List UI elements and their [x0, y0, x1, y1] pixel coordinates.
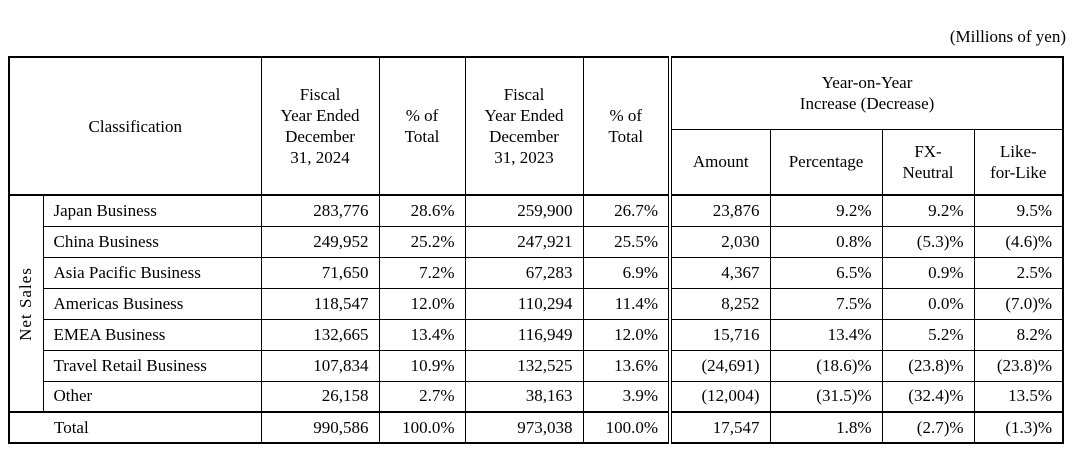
total-row: Total 990,586 100.0% 973,038 100.0% 17,5… [8, 411, 1064, 444]
cell-yoy-amount: 8,252 [668, 287, 771, 320]
cell-pct-2023: 25.5% [582, 225, 671, 258]
header-yoy-group: Year-on-Year Increase (Decrease) [668, 56, 1064, 130]
row-name: Japan Business [42, 194, 262, 227]
header-like-for-like: Like- for-Like [973, 128, 1064, 196]
cell-pct-2024: 10.9% [378, 349, 466, 382]
table-row: Americas Business 118,547 12.0% 110,294 … [9, 287, 1064, 320]
cell-like-for-like: 2.5% [973, 256, 1064, 289]
header-percentage: Percentage [769, 128, 883, 196]
cell-like-for-like: (1.3)% [973, 411, 1064, 444]
cell-pct-2024: 25.2% [378, 225, 466, 258]
total-label: Total [8, 411, 262, 444]
group-label-net-sales: Net Sales [8, 194, 44, 413]
cell-yoy-percentage: 6.5% [769, 256, 883, 289]
units-caption: (Millions of yen) [949, 27, 1066, 46]
header-fx-neutral: FX- Neutral [881, 128, 975, 196]
cell-fx-neutral: 9.2% [881, 194, 975, 227]
cell-fy2024: 26,158 [260, 380, 380, 413]
cell-pct-2023: 26.7% [582, 194, 671, 227]
cell-pct-2023: 100.0% [582, 411, 671, 444]
cell-fy2024: 71,650 [260, 256, 380, 289]
cell-fx-neutral: (2.7)% [881, 411, 975, 444]
cell-fy2023: 110,294 [464, 287, 584, 320]
cell-pct-2023: 12.0% [582, 318, 671, 351]
cell-fx-neutral: 0.0% [881, 287, 975, 320]
cell-fy2023: 67,283 [464, 256, 584, 289]
cell-yoy-percentage: 13.4% [769, 318, 883, 351]
table-row: China Business 249,952 25.2% 247,921 25.… [9, 225, 1064, 258]
cell-pct-2024: 28.6% [378, 194, 466, 227]
cell-pct-2024: 13.4% [378, 318, 466, 351]
cell-yoy-amount: 2,030 [668, 225, 771, 258]
net-sales-table: Classification Fiscal Year Ended Decembe… [8, 56, 1065, 444]
cell-fy2023: 132,525 [464, 349, 584, 382]
cell-pct-2023: 11.4% [582, 287, 671, 320]
header-amount: Amount [668, 128, 771, 196]
cell-pct-2024: 2.7% [378, 380, 466, 413]
cell-pct-2024: 7.2% [378, 256, 466, 289]
cell-yoy-percentage: 9.2% [769, 194, 883, 227]
cell-fy2024: 107,834 [260, 349, 380, 382]
cell-like-for-like: (7.0)% [973, 287, 1064, 320]
cell-fy2024: 118,547 [260, 287, 380, 320]
cell-pct-2023: 13.6% [582, 349, 671, 382]
cell-fy2024: 249,952 [260, 225, 380, 258]
cell-yoy-percentage: (31.5)% [769, 380, 883, 413]
header-pct-total-2024: % of Total [378, 56, 466, 196]
row-name: China Business [42, 225, 262, 258]
table-row: Other 26,158 2.7% 38,163 3.9% (12,004) (… [9, 380, 1064, 413]
cell-fy2023: 116,949 [464, 318, 584, 351]
cell-fy2023: 259,900 [464, 194, 584, 227]
cell-pct-2023: 3.9% [582, 380, 671, 413]
cell-yoy-percentage: 7.5% [769, 287, 883, 320]
group-label-text: Net Sales [16, 266, 35, 341]
cell-fy2024: 132,665 [260, 318, 380, 351]
cell-yoy-percentage: 0.8% [769, 225, 883, 258]
header-fy2023: Fiscal Year Ended December 31, 2023 [464, 56, 584, 196]
row-name: Other [42, 380, 262, 413]
cell-yoy-percentage: 1.8% [769, 411, 883, 444]
cell-yoy-amount: 15,716 [668, 318, 771, 351]
cell-yoy-percentage: (18.6)% [769, 349, 883, 382]
row-name: Asia Pacific Business [42, 256, 262, 289]
cell-fx-neutral: (32.4)% [881, 380, 975, 413]
cell-fx-neutral: (23.8)% [881, 349, 975, 382]
cell-yoy-amount: (12,004) [668, 380, 771, 413]
table-row: Asia Pacific Business 71,650 7.2% 67,283… [9, 256, 1064, 289]
cell-fx-neutral: (5.3)% [881, 225, 975, 258]
row-name: Americas Business [42, 287, 262, 320]
cell-like-for-like: 9.5% [973, 194, 1064, 227]
table-row: Travel Retail Business 107,834 10.9% 132… [9, 349, 1064, 382]
cell-like-for-like: (23.8)% [973, 349, 1064, 382]
cell-pct-2024: 12.0% [378, 287, 466, 320]
cell-like-for-like: (4.6)% [973, 225, 1064, 258]
cell-fy2023: 973,038 [464, 411, 584, 444]
cell-yoy-amount: (24,691) [668, 349, 771, 382]
cell-fy2023: 38,163 [464, 380, 584, 413]
table-row: Net Sales Japan Business 283,776 28.6% 2… [8, 194, 1064, 413]
cell-fx-neutral: 5.2% [881, 318, 975, 351]
cell-fx-neutral: 0.9% [881, 256, 975, 289]
cell-pct-2024: 100.0% [378, 411, 466, 444]
vertical-label-wrap: Net Sales [10, 197, 42, 411]
header-classification: Classification [8, 56, 262, 196]
header-fy2024: Fiscal Year Ended December 31, 2024 [260, 56, 380, 196]
row-name: EMEA Business [42, 318, 262, 351]
row-name: Travel Retail Business [42, 349, 262, 382]
cell-fy2024: 283,776 [260, 194, 380, 227]
cell-like-for-like: 13.5% [973, 380, 1064, 413]
header-pct-total-2023: % of Total [582, 56, 671, 196]
cell-yoy-amount: 23,876 [668, 194, 771, 227]
cell-fy2023: 247,921 [464, 225, 584, 258]
cell-like-for-like: 8.2% [973, 318, 1064, 351]
cell-yoy-amount: 17,547 [668, 411, 771, 444]
cell-fy2024: 990,586 [260, 411, 380, 444]
cell-yoy-amount: 4,367 [668, 256, 771, 289]
cell-pct-2023: 6.9% [582, 256, 671, 289]
table-row: EMEA Business 132,665 13.4% 116,949 12.0… [9, 318, 1064, 351]
